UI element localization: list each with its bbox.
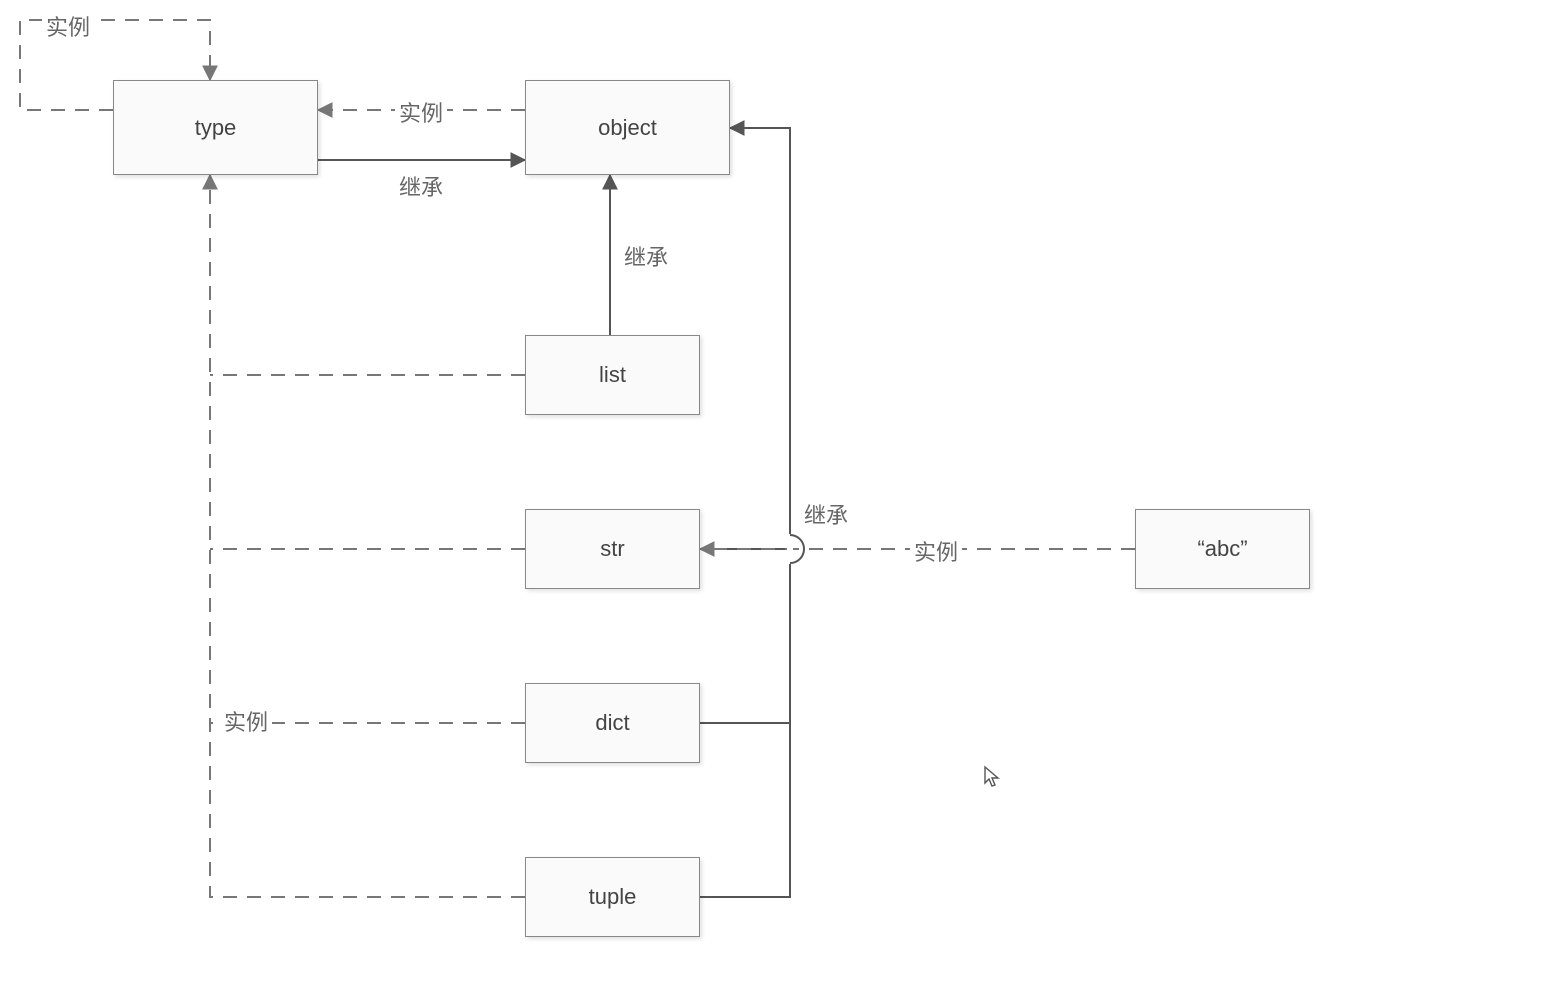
edge-label-abc-to-str-instance: 实例 <box>910 535 962 567</box>
node-abc: “abc” <box>1135 509 1310 589</box>
edge-builtins-to-object-inherit <box>700 128 790 897</box>
edge-label-dict-to-type-instance: 实例 <box>220 705 272 737</box>
cursor-icon <box>983 765 1003 789</box>
node-dict: dict <box>525 683 700 763</box>
node-abc-label: “abc” <box>1197 536 1247 562</box>
node-str-label: str <box>600 536 624 562</box>
edge-label-type-self-instance: 实例 <box>42 10 94 42</box>
edge-label-object-to-type-instance: 实例 <box>395 96 447 128</box>
node-tuple: tuple <box>525 857 700 937</box>
node-tuple-label: tuple <box>589 884 637 910</box>
node-object-label: object <box>598 115 657 141</box>
edge-bridge-arc <box>790 535 804 563</box>
node-dict-label: dict <box>595 710 629 736</box>
node-type: type <box>113 80 318 175</box>
edge-label-type-to-object-inherit: 继承 <box>395 170 447 202</box>
node-list-label: list <box>599 362 626 388</box>
edge-label-builtins-to-object-inherit: 继承 <box>800 498 852 530</box>
edge-label-list-to-object-inherit: 继承 <box>620 240 672 272</box>
node-type-label: type <box>195 115 237 141</box>
node-str: str <box>525 509 700 589</box>
edge-tuple-to-type-instance <box>210 175 525 897</box>
node-list: list <box>525 335 700 415</box>
node-object: object <box>525 80 730 175</box>
